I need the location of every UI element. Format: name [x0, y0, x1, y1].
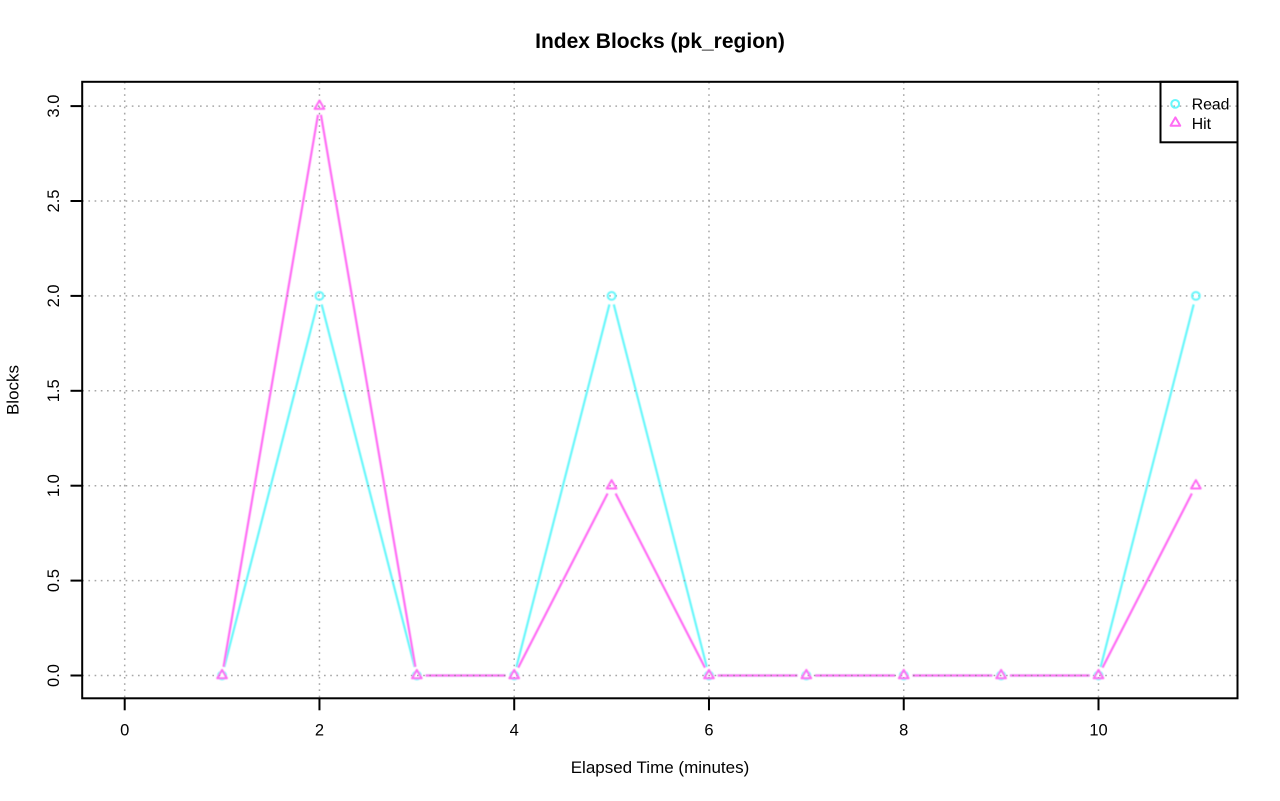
- svg-text:Index Blocks (pk_region): Index Blocks (pk_region): [535, 30, 785, 53]
- svg-text:4: 4: [510, 721, 519, 739]
- svg-text:2.5: 2.5: [45, 190, 63, 213]
- svg-text:1.0: 1.0: [45, 474, 63, 497]
- svg-text:Hit: Hit: [1192, 116, 1212, 133]
- svg-text:6: 6: [704, 721, 713, 739]
- svg-text:0: 0: [120, 721, 129, 739]
- svg-text:3.0: 3.0: [45, 95, 63, 118]
- svg-text:Elapsed Time (minutes): Elapsed Time (minutes): [571, 758, 750, 777]
- svg-text:8: 8: [899, 721, 908, 739]
- svg-text:10: 10: [1089, 721, 1107, 739]
- svg-text:1.5: 1.5: [45, 379, 63, 402]
- svg-text:Read: Read: [1192, 96, 1230, 113]
- svg-text:2.0: 2.0: [45, 284, 63, 307]
- svg-text:Blocks: Blocks: [4, 365, 23, 415]
- svg-text:2: 2: [315, 721, 324, 739]
- svg-text:0.0: 0.0: [45, 664, 63, 687]
- svg-text:0.5: 0.5: [45, 569, 63, 592]
